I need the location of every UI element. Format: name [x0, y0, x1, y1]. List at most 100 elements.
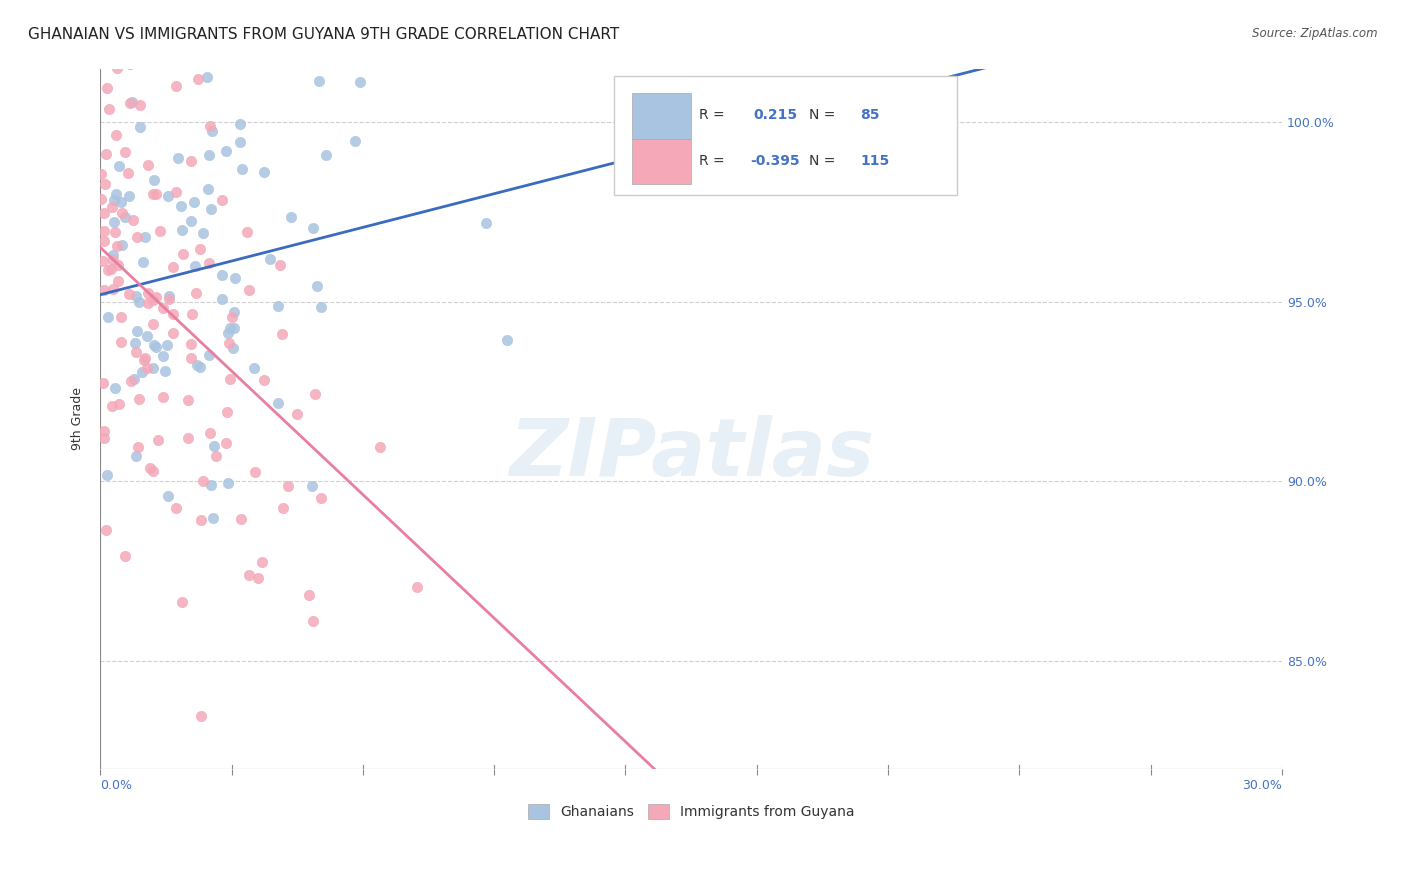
Point — [142, 464, 165, 478]
Text: R =: R = — [699, 109, 725, 122]
Point — [398, 26, 420, 40]
Text: 0.215: 0.215 — [754, 109, 797, 122]
Point — [200, 425, 222, 440]
Point — [247, 571, 270, 585]
Point — [302, 614, 325, 628]
Point — [187, 71, 209, 86]
Point — [93, 234, 115, 248]
Point — [217, 475, 239, 490]
Point — [165, 78, 187, 93]
Point — [308, 74, 330, 88]
Point — [93, 205, 115, 219]
Point — [170, 199, 193, 213]
Point — [104, 381, 127, 395]
Point — [222, 341, 245, 355]
Point — [111, 238, 134, 252]
Point — [93, 177, 115, 191]
Point — [128, 295, 150, 310]
Point — [100, 399, 122, 413]
Point — [104, 128, 127, 142]
Point — [219, 371, 242, 385]
Point — [97, 262, 120, 277]
Point — [120, 57, 142, 71]
Point — [177, 431, 200, 445]
Point — [152, 390, 174, 404]
Point — [108, 397, 131, 411]
Point — [277, 479, 299, 493]
FancyBboxPatch shape — [614, 76, 957, 194]
Point — [127, 441, 149, 455]
Point — [301, 479, 323, 493]
Point — [124, 450, 146, 464]
Point — [101, 253, 124, 268]
Point — [162, 307, 184, 321]
Point — [94, 523, 117, 537]
Point — [195, 70, 218, 84]
Point — [198, 256, 221, 270]
Point — [222, 321, 245, 335]
Point — [91, 376, 114, 391]
Point — [114, 145, 136, 159]
Point — [93, 432, 115, 446]
Point — [142, 293, 165, 307]
Point — [114, 210, 136, 224]
Point — [136, 286, 159, 301]
Point — [217, 326, 239, 341]
Point — [142, 361, 165, 376]
Point — [135, 55, 157, 70]
Point — [271, 327, 294, 342]
Point — [238, 283, 260, 297]
Point — [231, 512, 253, 526]
Point — [215, 144, 238, 158]
Point — [162, 260, 184, 274]
Point — [235, 225, 257, 239]
Point — [253, 373, 276, 387]
Point — [162, 326, 184, 340]
Text: R =: R = — [699, 154, 725, 168]
Text: N =: N = — [810, 154, 835, 168]
Point — [105, 61, 128, 75]
Point — [211, 268, 233, 283]
Point — [135, 329, 157, 343]
Point — [191, 474, 214, 488]
Point — [103, 194, 125, 208]
Point — [128, 392, 150, 406]
Point — [197, 147, 219, 161]
Point — [184, 286, 207, 301]
Point — [180, 351, 202, 365]
Point — [495, 333, 517, 347]
Point — [201, 124, 224, 138]
Point — [103, 248, 125, 262]
Point — [111, 29, 134, 43]
Point — [104, 186, 127, 201]
Point — [302, 220, 325, 235]
Point — [165, 501, 187, 516]
Point — [172, 247, 194, 261]
Point — [110, 334, 132, 349]
Text: 30.0%: 30.0% — [1241, 780, 1282, 792]
Point — [297, 588, 319, 602]
Point — [349, 74, 371, 88]
Point — [108, 159, 131, 173]
Point — [211, 193, 233, 207]
Point — [96, 80, 118, 95]
Point — [273, 500, 295, 515]
Point — [370, 440, 392, 454]
Point — [94, 146, 117, 161]
Point — [146, 433, 169, 447]
Point — [136, 158, 159, 172]
Point — [100, 262, 122, 277]
Point — [211, 292, 233, 306]
Point — [124, 336, 146, 351]
Point — [155, 364, 177, 378]
Point — [183, 195, 205, 210]
FancyBboxPatch shape — [633, 138, 692, 184]
Point — [180, 154, 202, 169]
Point — [217, 405, 239, 419]
Point — [165, 186, 187, 200]
Point — [269, 258, 291, 272]
Point — [97, 310, 120, 325]
Text: ZIPatlas: ZIPatlas — [509, 415, 873, 492]
Point — [202, 439, 225, 453]
Point — [145, 290, 167, 304]
